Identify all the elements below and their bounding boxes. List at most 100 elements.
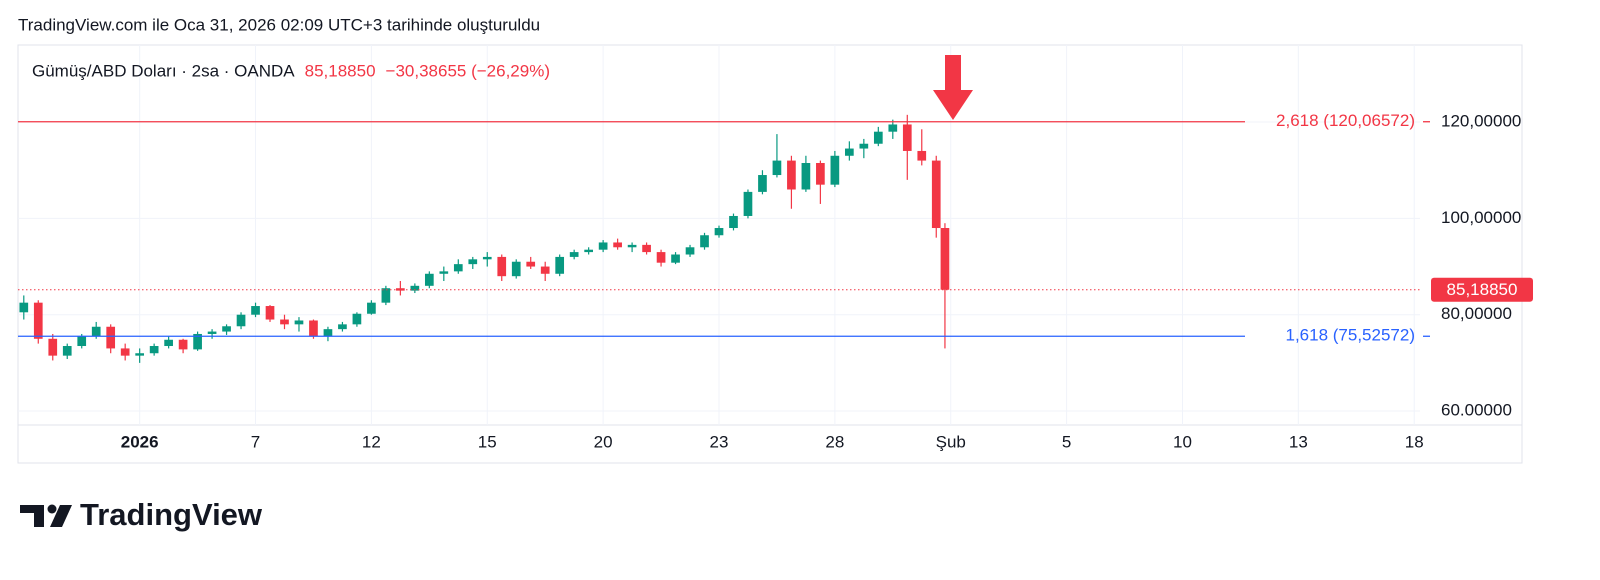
- candle-body: [511, 261, 521, 277]
- candle-body: [453, 264, 463, 272]
- candle-body: [178, 339, 188, 350]
- candle-body: [120, 348, 130, 356]
- candle-body: [294, 320, 304, 325]
- candle-body: [396, 288, 405, 291]
- candle-body: [555, 256, 565, 274]
- y-tick-label: 120,00000: [1441, 112, 1521, 131]
- level-label: 1,618 (75,52572): [1286, 326, 1416, 345]
- y-tick-label: 80,00000: [1441, 304, 1512, 323]
- candle-body: [323, 329, 333, 337]
- chart-frame: [17, 44, 1523, 464]
- candle-body: [106, 326, 116, 349]
- symbol-title: Gümüş/ABD Doları · 2sa · OANDA: [32, 61, 295, 80]
- candle-body: [482, 256, 492, 260]
- x-tick-label: 18: [1405, 432, 1424, 451]
- candle-body: [381, 288, 391, 303]
- candle-body: [917, 150, 927, 161]
- candle-body: [19, 302, 29, 313]
- last-price-label: 85,18850: [1447, 280, 1518, 299]
- candle-body: [424, 273, 434, 286]
- candle-body: [48, 338, 58, 356]
- candle-body: [236, 314, 246, 327]
- candle-body: [91, 326, 101, 337]
- logo-icon: [47, 504, 57, 514]
- candle-body: [207, 331, 217, 334]
- candle-body: [526, 261, 536, 267]
- candle-body: [627, 244, 637, 248]
- candle-body: [772, 160, 782, 176]
- candle-body: [540, 266, 550, 274]
- candle-body: [700, 235, 709, 248]
- candle-body: [309, 320, 318, 337]
- brand: TradingView: [80, 497, 263, 532]
- x-tick-label: 10: [1173, 432, 1192, 451]
- candle-body: [280, 319, 289, 325]
- x-tick-label: Şub: [936, 432, 966, 451]
- candle-body: [613, 242, 622, 248]
- candle-body: [888, 124, 898, 132]
- candle-body: [598, 242, 608, 250]
- candle-body: [77, 336, 87, 347]
- logo: TradingView: [20, 497, 263, 532]
- candle-body: [714, 228, 724, 236]
- x-tick-label: 20: [594, 432, 613, 451]
- y-tick-label: 60.00000: [1441, 401, 1512, 420]
- candle-body: [265, 306, 275, 320]
- candle-body: [801, 162, 811, 190]
- last-price-badge: [1431, 277, 1533, 302]
- plot: [18, 114, 1420, 363]
- candle-body: [222, 326, 231, 332]
- candle-body: [62, 346, 72, 356]
- logo-icon: [50, 505, 72, 527]
- candle-body: [33, 302, 43, 339]
- arrow-annotation: [933, 55, 973, 120]
- candle-body: [251, 306, 260, 315]
- y-tick-label: 100,00000: [1441, 208, 1521, 227]
- x-tick-label: 23: [710, 432, 729, 451]
- candle-body: [193, 333, 202, 350]
- candle-body: [468, 259, 478, 265]
- x-tick-label: 5: [1062, 432, 1071, 451]
- header-price: 85,18850: [305, 61, 376, 80]
- candle-body: [367, 302, 376, 314]
- candle-body: [873, 131, 883, 144]
- level-label: 2,618 (120,06572): [1276, 111, 1415, 130]
- candle-body: [845, 148, 854, 156]
- candle-body: [758, 175, 767, 192]
- x-tick-label: 12: [362, 432, 381, 451]
- candle-body: [940, 228, 950, 290]
- x-tick-label: 28: [825, 432, 844, 451]
- candle-body: [569, 252, 579, 257]
- candle-body: [497, 256, 507, 277]
- candle-body: [338, 324, 347, 330]
- candle-body: [787, 160, 796, 190]
- candle-body: [743, 191, 753, 216]
- candle-body: [902, 124, 912, 151]
- x-tick-label: 13: [1289, 432, 1308, 451]
- candle-body: [816, 162, 825, 185]
- x-tick-label: 15: [478, 432, 497, 451]
- candle-body: [410, 285, 420, 291]
- created-note: TradingView.com ile Oca 31, 2026 02:09 U…: [18, 15, 540, 34]
- candle-body: [352, 313, 362, 325]
- candle-body: [729, 215, 738, 229]
- candle-body: [685, 247, 695, 255]
- candle-body: [439, 271, 449, 274]
- candle-body: [164, 339, 173, 347]
- candle-body: [671, 254, 680, 263]
- candle-body: [859, 143, 869, 149]
- candle-body: [830, 155, 840, 185]
- x-tick-label: 2026: [121, 432, 159, 451]
- x-tick-label: 7: [251, 432, 260, 451]
- candle-body: [642, 244, 651, 253]
- candle-body: [931, 160, 941, 229]
- candle-body: [149, 346, 159, 354]
- candle-body: [135, 353, 145, 356]
- header-change: −30,38655 (−26,29%): [386, 61, 550, 80]
- logo-icon: [20, 505, 44, 527]
- candle-body: [656, 252, 666, 263]
- candle-body: [584, 249, 593, 253]
